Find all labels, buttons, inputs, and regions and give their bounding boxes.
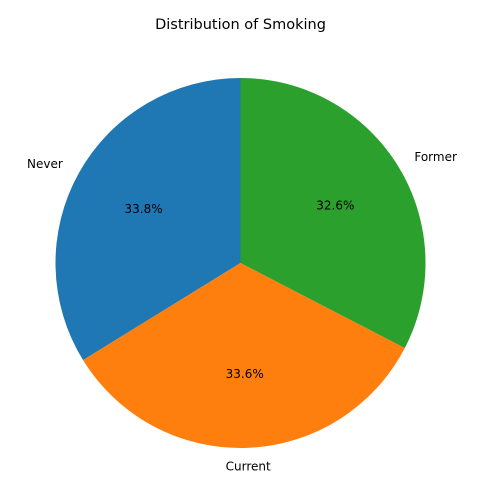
pct-label-never: 33.8% (125, 202, 163, 216)
pie-slices (55, 78, 426, 449)
pct-label-current: 33.6% (226, 367, 264, 381)
slice-label-never: Never (27, 157, 63, 171)
slice-label-former: Former (414, 150, 457, 164)
pie-slice-former (240, 78, 426, 349)
pct-label-former: 32.6% (316, 198, 354, 212)
slice-label-current: Current (226, 459, 271, 473)
pie-slice-current (83, 263, 405, 449)
pie-slice-never (55, 78, 241, 361)
pie-labels: Never 33.8% Current 33.6% Former 32.6% (27, 150, 457, 473)
chart-title: Distribution of Smoking (155, 17, 326, 33)
